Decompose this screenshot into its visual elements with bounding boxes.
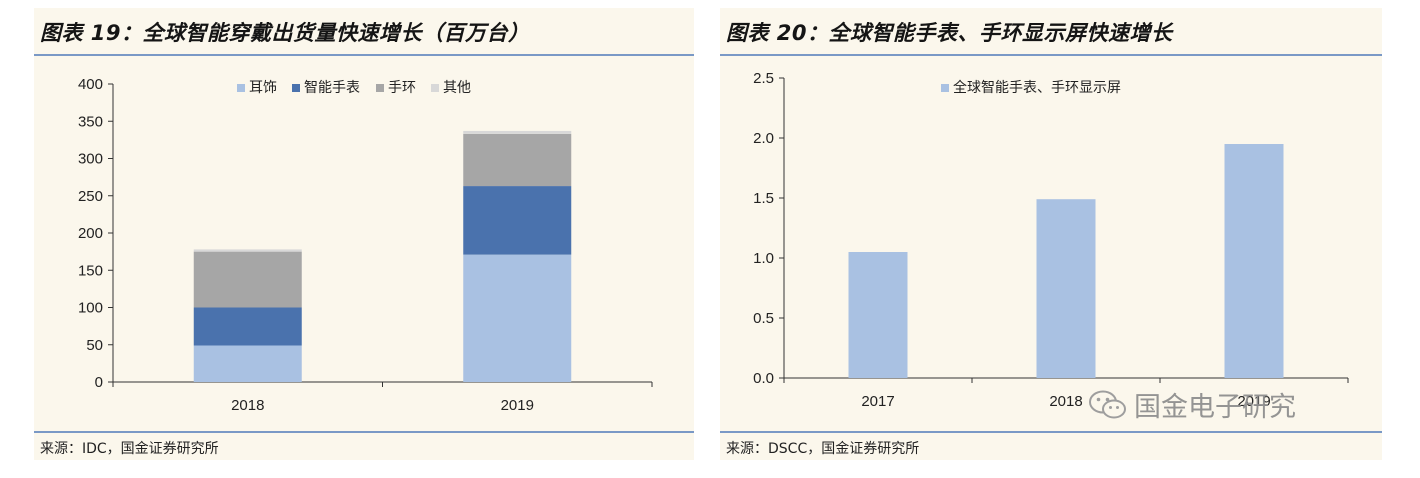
title-rule xyxy=(34,54,694,56)
bar-2018-0 xyxy=(193,345,302,382)
x-tick-label: 2019 xyxy=(1237,393,1270,410)
y-tick-label: 2.0 xyxy=(753,130,774,147)
source-note: 来源：DSCC，国金证券研究所 xyxy=(726,441,920,457)
y-tick-label: 250 xyxy=(78,188,103,205)
chart-title: 图表 19：全球智能穿戴出货量快速增长（百万台） xyxy=(40,21,530,45)
legend-label: 其他 xyxy=(443,80,471,96)
bar-2018-3 xyxy=(193,249,302,252)
bar-2018-2 xyxy=(193,251,302,308)
legend-label: 智能手表 xyxy=(304,80,360,96)
watermark-text: 国金电子研究 xyxy=(1134,392,1296,423)
bar-2017-0 xyxy=(848,252,908,378)
legend-label: 手环 xyxy=(388,80,416,96)
x-tick-label: 2019 xyxy=(501,397,534,414)
y-tick-label: 350 xyxy=(78,113,103,130)
chart-title: 图表 20：全球智能手表、手环显示屏快速增长 xyxy=(726,21,1173,45)
legend-label: 全球智能手表、手环显示屏 xyxy=(953,79,1121,96)
watermark: 国金电子研究 xyxy=(1088,385,1296,424)
legend: 全球智能手表、手环显示屏 xyxy=(941,79,1121,96)
bar-2018-1 xyxy=(193,307,302,346)
source-rule xyxy=(34,431,694,433)
y-tick-label: 1.5 xyxy=(753,190,774,207)
x-tick-label: 2018 xyxy=(1049,393,1082,410)
bar-2018-0 xyxy=(1036,199,1096,378)
chart-panel-2: 图表 20：全球智能手表、手环显示屏快速增长 0.0 0.5 1.0 1.5 2.0 2.… xyxy=(720,8,1382,460)
y-tick-label: 50 xyxy=(86,337,103,354)
bar-2019-1 xyxy=(463,186,572,255)
y-tick-label: 300 xyxy=(78,151,103,168)
bar-chart: 0.0 0.5 1.0 1.5 2.0 2.5 2017 2018 2019 全球智能手表、手环显… xyxy=(753,70,1349,410)
title-rule xyxy=(720,54,1382,56)
source-note: 来源：IDC，国金证券研究所 xyxy=(40,441,219,457)
chart-panel-1: 图表 19：全球智能穿戴出货量快速增长（百万台） 0 50 100 150 200 250… xyxy=(34,8,694,460)
y-tick-label: 200 xyxy=(78,225,103,242)
legend-swatch xyxy=(237,84,245,92)
legend-swatch xyxy=(941,84,949,92)
y-tick-label: 0 xyxy=(95,374,103,391)
y-tick-label: 0.5 xyxy=(753,310,774,327)
y-tick-label: 1.0 xyxy=(753,250,774,267)
legend-swatch xyxy=(292,84,300,92)
stacked-bar-chart: 0 50 100 150 200 250 300 350 400 2018 2019 耳饰 智能手表 手环… xyxy=(78,76,653,414)
source-rule xyxy=(720,431,1382,433)
legend-swatch xyxy=(376,84,384,92)
bar-2019-2 xyxy=(463,133,572,187)
y-tick-label: 2.5 xyxy=(753,70,774,87)
y-tick-label: 100 xyxy=(78,300,103,317)
x-tick-label: 2018 xyxy=(231,397,264,414)
y-tick-label: 0.0 xyxy=(753,370,774,387)
bar-2019-0 xyxy=(463,254,572,382)
legend-label: 耳饰 xyxy=(249,80,277,96)
wechat-icon xyxy=(1089,390,1126,418)
bar-2019-0 xyxy=(1224,144,1284,378)
y-tick-label: 400 xyxy=(78,76,103,93)
x-tick-label: 2017 xyxy=(861,393,894,410)
bar-2019-3 xyxy=(463,130,572,134)
legend: 耳饰 智能手表 手环 其他 xyxy=(237,80,471,96)
y-tick-label: 150 xyxy=(78,262,103,279)
legend-swatch xyxy=(431,84,439,92)
